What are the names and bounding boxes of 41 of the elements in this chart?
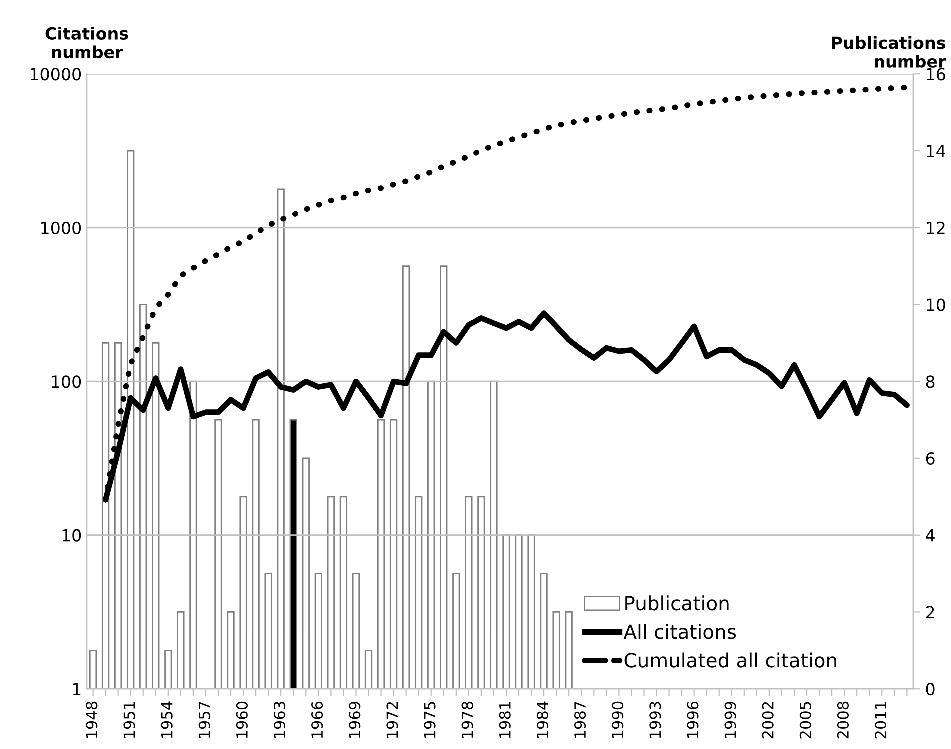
x-tick-label: 1951 [124,702,136,738]
y2-tick-label: 10 [927,298,946,312]
x-tick-label: 1990 [612,702,624,738]
y2-tick-label: 6 [926,452,935,466]
x-tick-label: 1960 [236,702,248,738]
y2-tick-label: 4 [926,530,935,542]
legend-label: All citations [624,624,736,640]
x-tick-label: 1984 [536,702,548,738]
x-tick-label: 1978 [462,702,474,738]
x-tick-label: 1981 [499,702,511,738]
y2-tick-label: 14 [927,145,946,158]
x-tick-label: 2011 [875,702,887,739]
x-tick-label: 1975 [424,702,436,738]
x-tick-label: 2008 [837,702,849,739]
x-tick-label: 1966 [312,702,324,738]
x-tick-label: 1948 [86,702,98,738]
legend-label: Publication [626,596,729,611]
y2-tick-label: 8 [926,376,935,388]
x-tick-label: 1972 [386,702,398,738]
x-tick-label: 1993 [650,702,662,738]
x-tick-label: 1999 [724,702,736,738]
y2-tick-label: 12 [927,222,945,234]
x-tick-label: 1996 [687,702,699,738]
y-tick-label: 1 [73,683,81,696]
y-tick-label: 100 [52,376,82,388]
y2-tick-label: 16 [927,68,946,81]
x-tick-label: 1969 [349,702,361,738]
y-tick-label: 10000 [30,68,82,81]
y2-tick-label: 2 [926,606,934,619]
y2-axis-title: Publications number [832,36,946,68]
x-tick-label: 2002 [762,702,774,739]
x-tick-label: 1987 [574,702,586,738]
y-tick-label: 1000 [42,222,82,234]
y2-tick-label: 0 [926,683,935,696]
x-tick-label: 1963 [274,702,286,738]
legend-label: Cumulated all citation [624,652,836,668]
y-tick-label: 10 [62,529,82,542]
x-tick-label: 1954 [161,702,173,738]
y-axis-title: Citations number [46,27,128,59]
x-tick-label: 2005 [800,702,812,739]
x-tick-label: 1957 [198,702,210,738]
